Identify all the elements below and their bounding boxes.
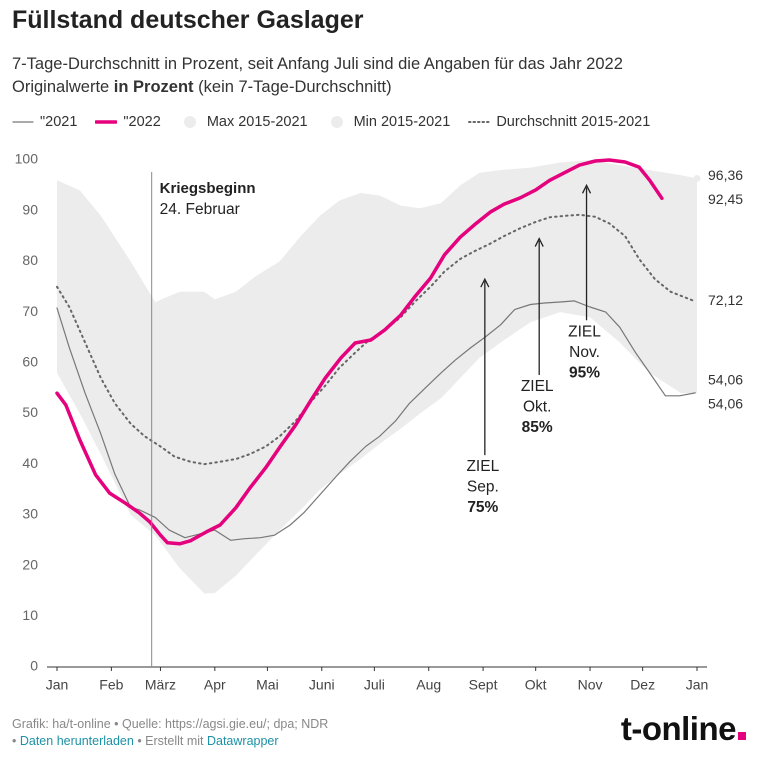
legend-swatch [95,120,118,124]
legend-item: "2021 [12,114,77,130]
x-tick-label: Dez [630,677,655,693]
x-tick-label: Okt [525,677,547,693]
end-label: 54,06 [708,396,743,412]
subtitle-part: Originalwerte [12,78,114,96]
event-title: Kriegsbeginn [160,180,256,197]
legend-item: Min 2015-2021 [326,114,451,130]
download-link[interactable]: Daten herunterladen [19,734,134,748]
y-tick-label: 50 [22,404,38,420]
legend-swatch [468,121,491,123]
y-tick-label: 0 [30,658,38,674]
legend-item: Durchschnitt 2015-2021 [468,114,650,130]
tool-link[interactable]: Datawrapper [206,734,279,748]
x-tick-label: Sept [469,677,498,693]
footer-links: • Daten herunterladen • Erstellt mit Dat… [12,734,279,748]
target-label: 85% [522,419,553,436]
swatch [330,116,343,128]
x-tick-label: Nov [578,677,603,693]
target-label: ZIEL [466,458,499,475]
legend-label: "2021 [40,114,78,130]
arrow-head [581,183,592,194]
x-tick-label: Mai [256,677,279,693]
logo-text: t-online [620,710,737,747]
event-text: 24. Februar [160,201,240,218]
x-tick-label: Jan [46,677,69,693]
min-band [57,312,697,667]
target-label: ZIEL [568,323,601,340]
y-tick-label: 60 [22,354,38,370]
series-line [56,300,696,541]
legend-item: "2022 [95,114,161,130]
target-label: Sep. [467,479,499,496]
legend-swatch [330,116,343,128]
subtitle-part: (kein 7-Tage-Durchschnitt) [193,78,392,96]
footer-source: Grafik: ha/t-online • Quelle: https://ag… [12,717,329,731]
legend-swatch [183,116,196,128]
x-tick-label: Jan [686,677,709,693]
logo-dot [738,732,746,740]
y-tick-label: 40 [22,455,38,471]
subtitle-part: in Prozent [113,78,194,96]
arrow-head [534,237,544,247]
subtitle: Originalwerte in Prozent (kein 7-Tage-Du… [12,78,392,97]
target-label: 95% [569,364,600,381]
x-tick-label: Juli [364,677,385,693]
legend-item: Max 2015-2021 [179,114,308,130]
y-tick-label: 30 [22,506,38,522]
arrow-head [480,277,490,288]
end-label: 54,06 [708,372,743,388]
x-tick-label: Feb [99,677,123,693]
legend-label: Min 2015-2021 [353,114,451,130]
legend: "2021 "2022 Max 2015-2021 Min 2015-2021 Durc… [12,114,650,130]
series-line [56,213,697,466]
legend-swatch [12,121,34,123]
target-label: 75% [467,499,498,516]
logo: t-online [621,710,746,748]
x-tick-label: Juni [309,677,335,693]
end-label: 72,12 [708,292,743,308]
legend-label: Durchschnitt 2015-2021 [496,114,651,130]
legend-label: "2022 [123,114,161,130]
chart-title: Füllstand deutscher Gaslager [12,6,364,34]
target-label: Okt. [523,399,551,416]
swatch [183,116,196,128]
subtitle: 7-Tage-Durchschnitt in Prozent, seit Anf… [12,55,623,73]
end-label: 92,45 [708,191,743,207]
chart: 0 10 20 30 40 50 60 70 80 90 100 Jan Feb März Apr Mai Ju… [15,151,744,693]
end-label: 96,36 [708,167,743,183]
target-label: Nov. [569,344,600,361]
y-tick-label: 80 [22,252,38,268]
y-tick-label: 20 [22,556,38,572]
footer-text: • [12,734,20,748]
legend-label: Max 2015-2021 [206,114,308,130]
x-tick-label: Aug [416,677,441,693]
x-tick-label: Apr [204,677,226,693]
footer-text: • Erstellt mit [133,734,207,748]
y-tick-label: 10 [22,607,38,623]
y-tick-label: 90 [22,201,38,217]
x-tick-label: März [145,677,176,693]
y-tick-label: 70 [22,303,38,319]
target-label: ZIEL [521,378,554,395]
max-end-dot [693,174,701,182]
y-tick-label: 100 [15,151,39,167]
